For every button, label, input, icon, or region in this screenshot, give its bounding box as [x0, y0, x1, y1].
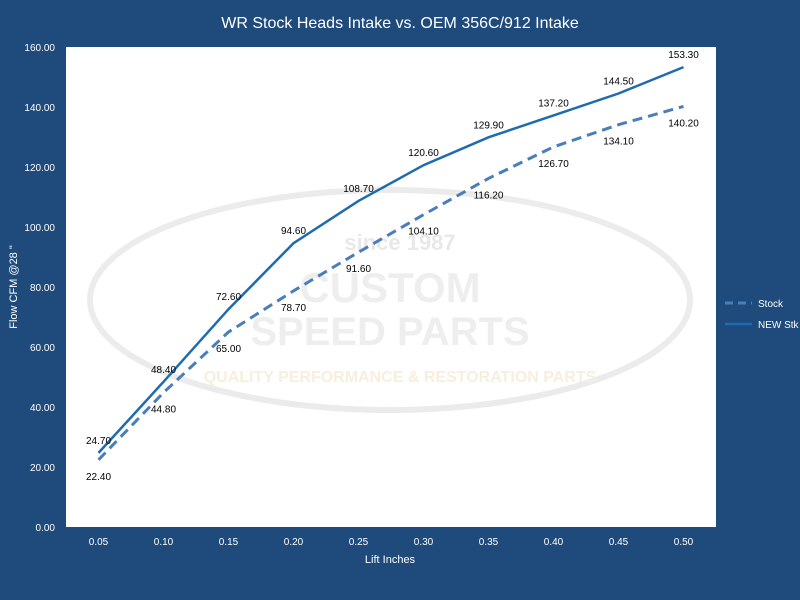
data-label: 91.60	[346, 264, 371, 275]
x-tick-label: 0.10	[154, 537, 174, 548]
watermark-speed-parts: SPEED PARTS	[250, 310, 529, 354]
data-label: 134.10	[603, 137, 634, 148]
x-tick-label: 0.35	[479, 537, 499, 548]
data-label: 137.20	[538, 98, 569, 109]
data-label: 22.40	[86, 472, 111, 483]
chart-title: WR Stock Heads Intake vs. OEM 356C/912 I…	[221, 15, 579, 32]
legend: Stock NEW Stk	[725, 299, 800, 331]
x-tick-label: 0.50	[674, 537, 694, 548]
data-label: 140.20	[668, 118, 699, 129]
data-label: 126.70	[538, 159, 569, 170]
data-label: 129.90	[473, 120, 504, 131]
series-line-new-stk	[97, 65, 684, 454]
x-tick-label: 0.25	[349, 537, 369, 548]
data-label: 153.30	[668, 50, 699, 61]
y-tick-label: 120.00	[24, 163, 55, 174]
y-tick-label: 160.00	[24, 43, 55, 54]
x-tick-label: 0.05	[89, 537, 109, 548]
watermark-custom: CUSTOM	[299, 264, 480, 311]
legend-label: Stock	[758, 299, 784, 310]
data-label: 78.70	[281, 303, 306, 314]
data-label: 120.60	[408, 148, 439, 159]
data-label: 108.70	[343, 184, 374, 195]
y-tick-label: 60.00	[30, 343, 55, 354]
y-tick-label: 0.00	[36, 523, 56, 534]
x-tick-label: 0.20	[284, 537, 304, 548]
data-label: 72.60	[216, 292, 241, 303]
data-label: 65.00	[216, 344, 241, 355]
y-tick-label: 100.00	[24, 223, 55, 234]
data-label: 104.10	[408, 227, 439, 238]
series-line-stock	[97, 104, 684, 461]
x-tick-label: 0.40	[544, 537, 564, 548]
x-axis-label: Lift Inches	[365, 554, 416, 566]
data-label: 48.40	[151, 365, 176, 376]
data-label: 144.50	[603, 77, 634, 88]
watermark-tagline: QUALITY PERFORMANCE & RESTORATION PARTS	[204, 369, 597, 386]
x-tick-label: 0.30	[414, 537, 434, 548]
y-tick-label: 80.00	[30, 283, 55, 294]
data-label: 116.20	[474, 190, 504, 201]
y-tick-label: 140.00	[24, 103, 55, 114]
x-tick-label: 0.15	[219, 537, 239, 548]
y-axis-label: Flow CFM @28 "	[8, 245, 20, 329]
data-label: 24.70	[86, 436, 111, 447]
legend-label: NEW Stk	[758, 320, 800, 331]
x-tick-label: 0.45	[609, 537, 629, 548]
data-label: 44.80	[151, 405, 176, 416]
y-tick-label: 20.00	[30, 463, 55, 474]
data-label: 94.60	[281, 226, 306, 237]
y-tick-label: 40.00	[30, 403, 55, 414]
